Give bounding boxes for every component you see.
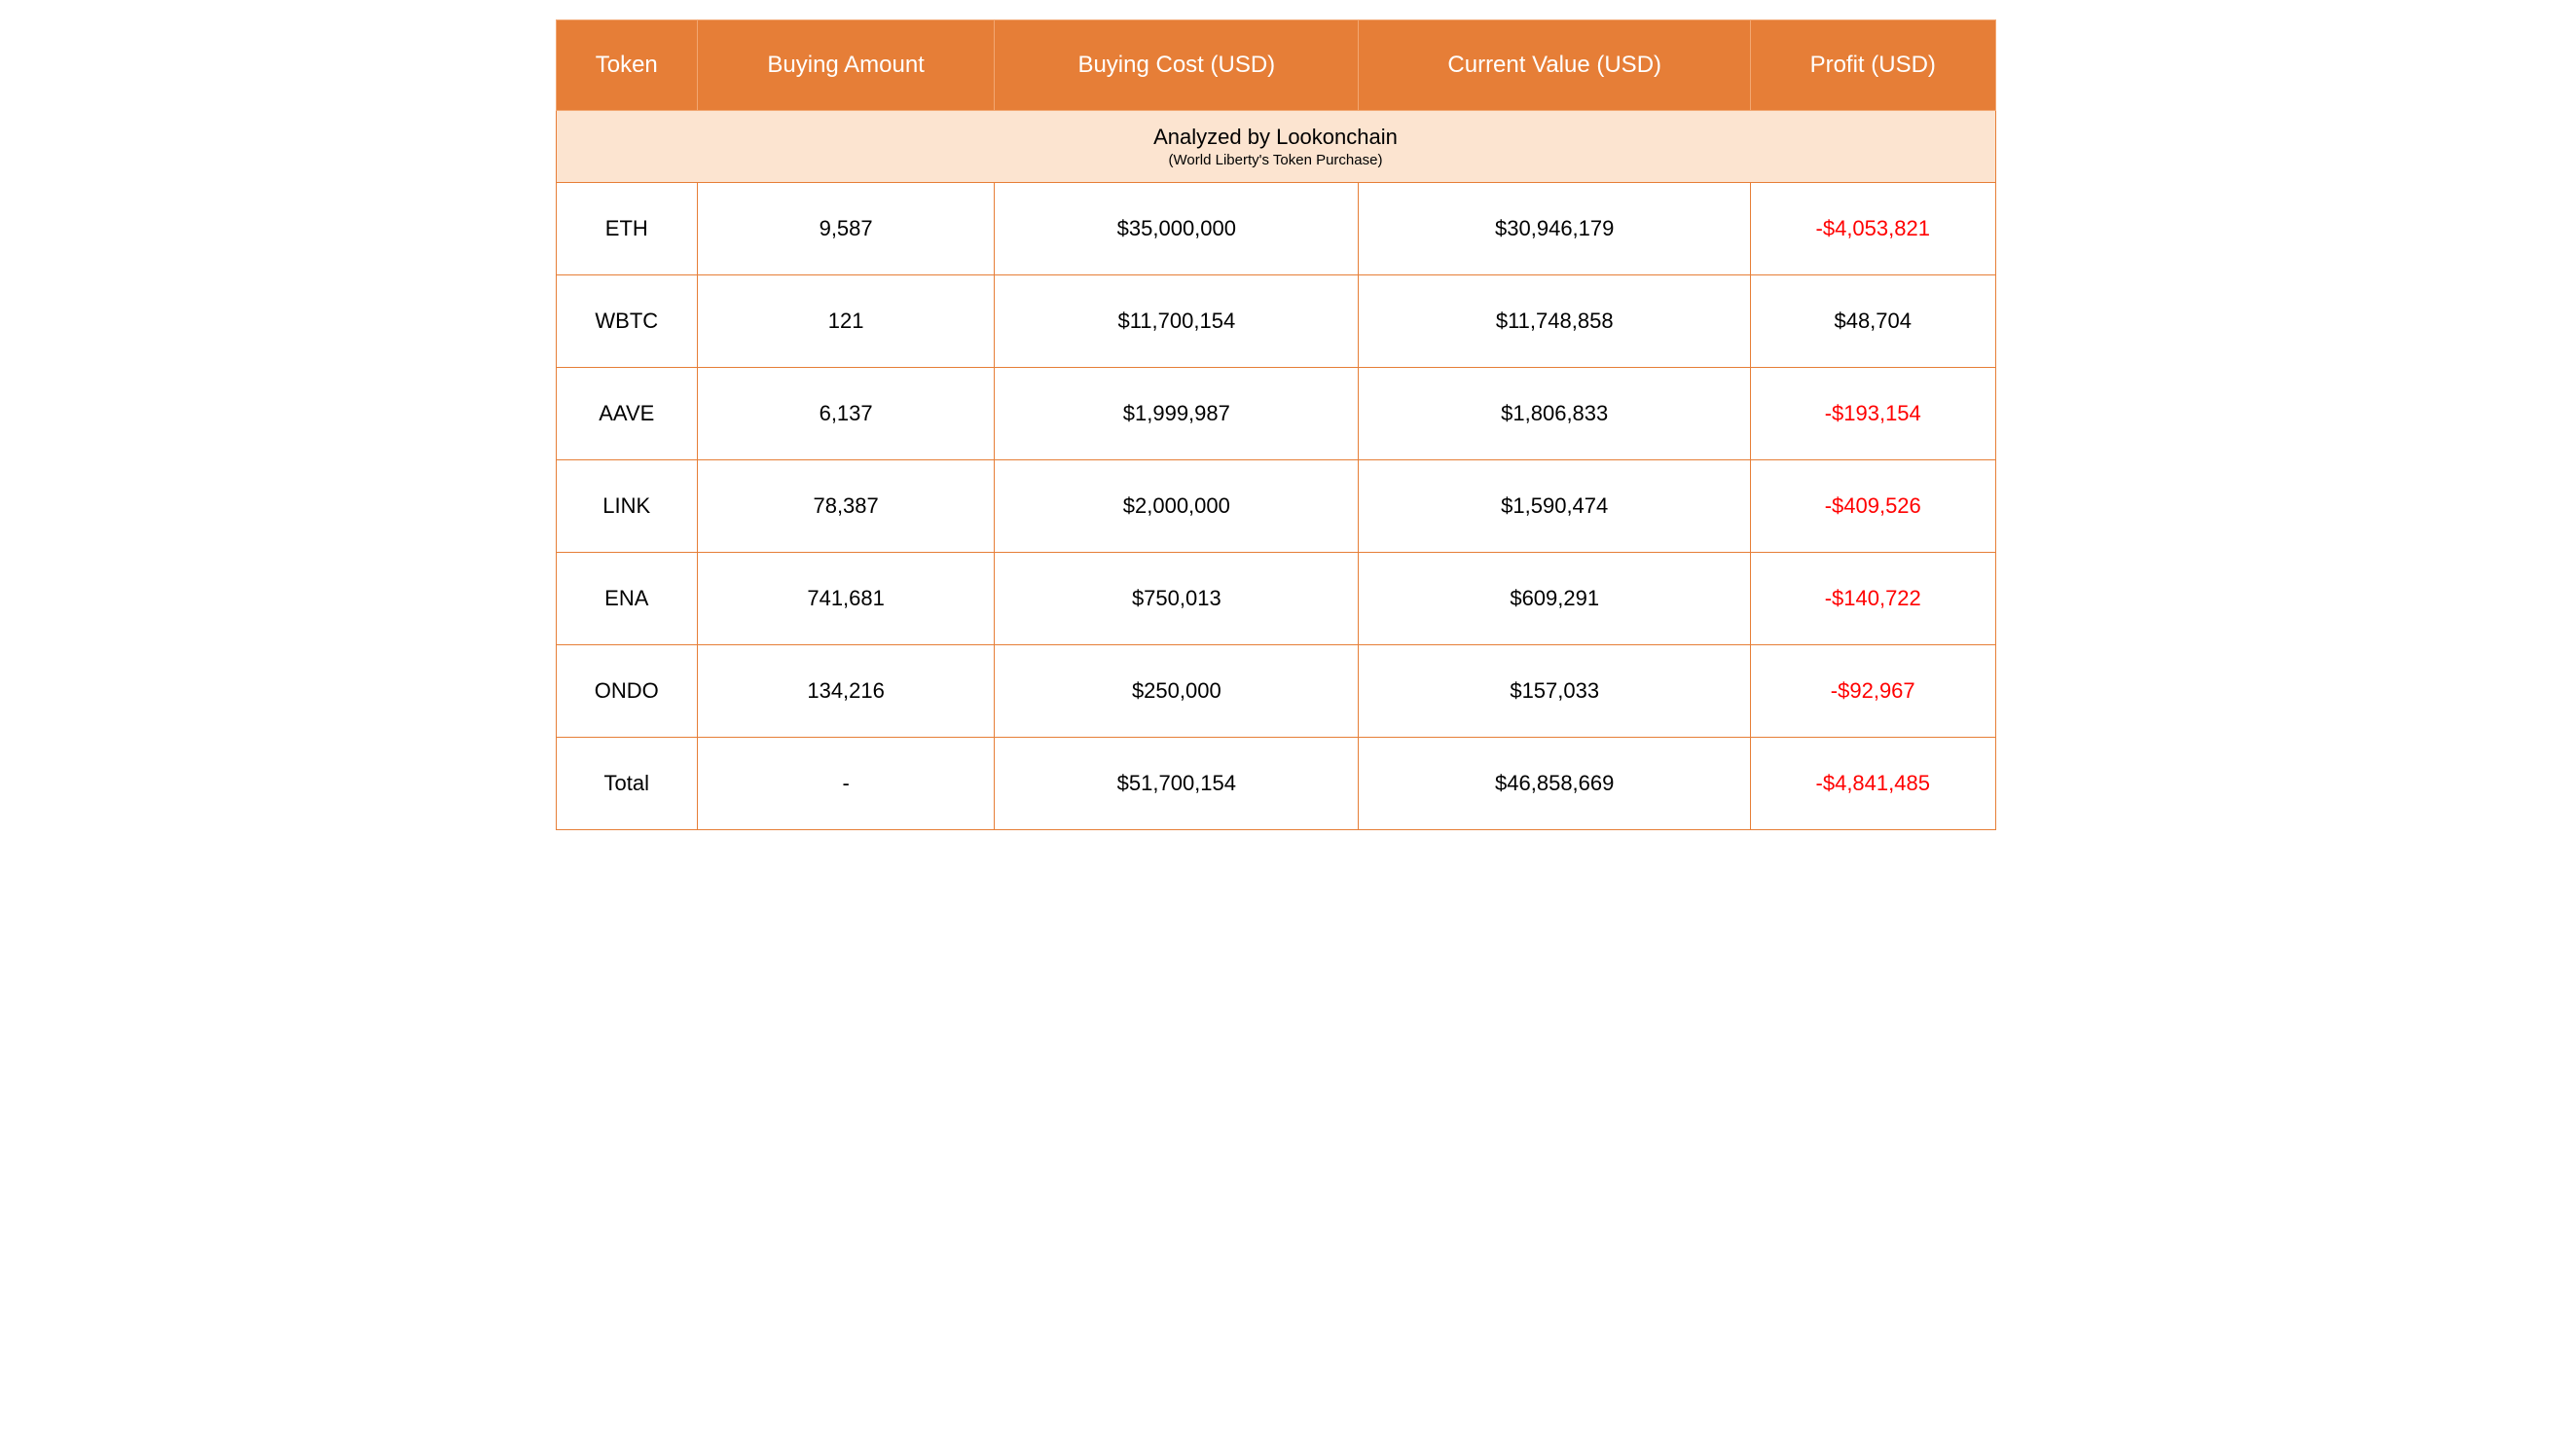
cell-value: $30,946,179 [1359,183,1751,275]
col-buying-cost: Buying Cost (USD) [995,20,1359,111]
cell-value: $1,806,833 [1359,368,1751,460]
cell-token: AAVE [556,368,698,460]
cell-cost: $51,700,154 [995,738,1359,830]
cell-cost: $2,000,000 [995,460,1359,553]
cell-cost: $750,013 [995,553,1359,645]
subtitle-row: Analyzed by Lookonchain (World Liberty's… [556,111,1995,183]
cell-profit: -$4,053,821 [1750,183,1995,275]
cell-value: $1,590,474 [1359,460,1751,553]
table-row: ONDO 134,216 $250,000 $157,033 -$92,967 [556,645,1995,738]
table-row: AAVE 6,137 $1,999,987 $1,806,833 -$193,1… [556,368,1995,460]
table-row-total: Total - $51,700,154 $46,858,669 -$4,841,… [556,738,1995,830]
cell-amount: 6,137 [698,368,995,460]
cell-profit: -$140,722 [1750,553,1995,645]
cell-amount: 9,587 [698,183,995,275]
table-row: ETH 9,587 $35,000,000 $30,946,179 -$4,05… [556,183,1995,275]
subtitle-sub: (World Liberty's Token Purchase) [566,152,1986,168]
cell-amount: 78,387 [698,460,995,553]
cell-profit: -$4,841,485 [1750,738,1995,830]
cell-profit: $48,704 [1750,275,1995,368]
cell-token: ENA [556,553,698,645]
cell-value: $46,858,669 [1359,738,1751,830]
header-row: Token Buying Amount Buying Cost (USD) Cu… [556,20,1995,111]
cell-amount: 121 [698,275,995,368]
cell-cost: $250,000 [995,645,1359,738]
subtitle-main: Analyzed by Lookonchain [566,125,1986,150]
cell-amount: 134,216 [698,645,995,738]
table-row: LINK 78,387 $2,000,000 $1,590,474 -$409,… [556,460,1995,553]
col-profit: Profit (USD) [1750,20,1995,111]
col-token: Token [556,20,698,111]
cell-token: WBTC [556,275,698,368]
cell-cost: $35,000,000 [995,183,1359,275]
cell-value: $609,291 [1359,553,1751,645]
cell-cost: $11,700,154 [995,275,1359,368]
cell-value: $11,748,858 [1359,275,1751,368]
token-purchase-table: Token Buying Amount Buying Cost (USD) Cu… [556,19,1996,830]
table-row: WBTC 121 $11,700,154 $11,748,858 $48,704 [556,275,1995,368]
cell-profit: -$193,154 [1750,368,1995,460]
cell-token: Total [556,738,698,830]
cell-token: ONDO [556,645,698,738]
table-container: Token Buying Amount Buying Cost (USD) Cu… [556,19,1996,830]
cell-amount: - [698,738,995,830]
cell-cost: $1,999,987 [995,368,1359,460]
col-buying-amount: Buying Amount [698,20,995,111]
cell-profit: -$409,526 [1750,460,1995,553]
cell-token: LINK [556,460,698,553]
subtitle-cell: Analyzed by Lookonchain (World Liberty's… [556,111,1995,183]
cell-profit: -$92,967 [1750,645,1995,738]
col-current-value: Current Value (USD) [1359,20,1751,111]
cell-value: $157,033 [1359,645,1751,738]
cell-amount: 741,681 [698,553,995,645]
cell-token: ETH [556,183,698,275]
table-row: ENA 741,681 $750,013 $609,291 -$140,722 [556,553,1995,645]
